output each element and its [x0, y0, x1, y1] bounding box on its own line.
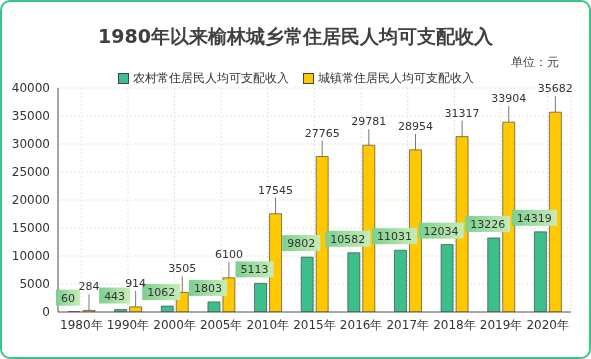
svg-text:6100: 6100 [215, 248, 243, 261]
svg-text:2015年: 2015年 [293, 318, 336, 332]
svg-text:33904: 33904 [491, 92, 526, 105]
svg-text:17545: 17545 [258, 184, 293, 197]
svg-text:35682: 35682 [538, 82, 573, 95]
svg-text:31317: 31317 [445, 107, 480, 120]
svg-text:443: 443 [104, 290, 125, 303]
svg-text:2018年: 2018年 [433, 318, 476, 332]
svg-text:1062: 1062 [147, 286, 175, 299]
svg-text:29781: 29781 [351, 115, 386, 128]
svg-text:2016年: 2016年 [340, 318, 383, 332]
svg-text:1803: 1803 [194, 282, 222, 295]
svg-text:10000: 10000 [12, 249, 50, 263]
svg-text:12034: 12034 [424, 225, 459, 238]
html-text:1980年以来榆林城乡常住居民人均可支配收入: 1980年以来榆林城乡常住居民人均可支配收入 [98, 25, 493, 47]
svg-text:3505: 3505 [168, 262, 196, 275]
svg-text:40000: 40000 [12, 81, 50, 95]
svg-text:2005年: 2005年 [200, 318, 243, 332]
svg-text:2020年: 2020年 [526, 318, 569, 332]
svg-text:914: 914 [125, 277, 146, 290]
svg-text:35000: 35000 [12, 109, 50, 123]
svg-text:284: 284 [79, 280, 100, 293]
html-text:单位：元: 单位：元 [511, 55, 559, 69]
html-text:城镇常住居民人均可支配收入: 城镇常住居民人均可支配收入 [317, 71, 474, 85]
svg-text:10582: 10582 [330, 233, 365, 246]
svg-text:25000: 25000 [12, 165, 50, 179]
svg-text:2017年: 2017年 [386, 318, 429, 332]
svg-text:0: 0 [42, 305, 50, 319]
svg-text:14319: 14319 [517, 212, 552, 225]
svg-text:13226: 13226 [470, 218, 505, 231]
svg-text:5113: 5113 [241, 263, 269, 276]
svg-text:2019年: 2019年 [480, 318, 523, 332]
svg-text:9802: 9802 [287, 237, 315, 250]
svg-text:28954: 28954 [398, 120, 433, 133]
svg-text:27765: 27765 [305, 127, 340, 140]
html-text:农村常住居民人均可支配收入: 农村常住居民人均可支配收入 [132, 71, 289, 85]
svg-text:20000: 20000 [12, 193, 50, 207]
svg-text:5000: 5000 [19, 277, 50, 291]
svg-text:11031: 11031 [377, 230, 412, 243]
svg-text:2010年: 2010年 [247, 318, 290, 332]
svg-text:15000: 15000 [12, 221, 50, 235]
svg-text:1990年: 1990年 [107, 318, 150, 332]
svg-text:1980年: 1980年 [60, 318, 103, 332]
svg-text:60: 60 [61, 292, 75, 305]
svg-text:2000年: 2000年 [153, 318, 196, 332]
svg-text:30000: 30000 [12, 137, 50, 151]
